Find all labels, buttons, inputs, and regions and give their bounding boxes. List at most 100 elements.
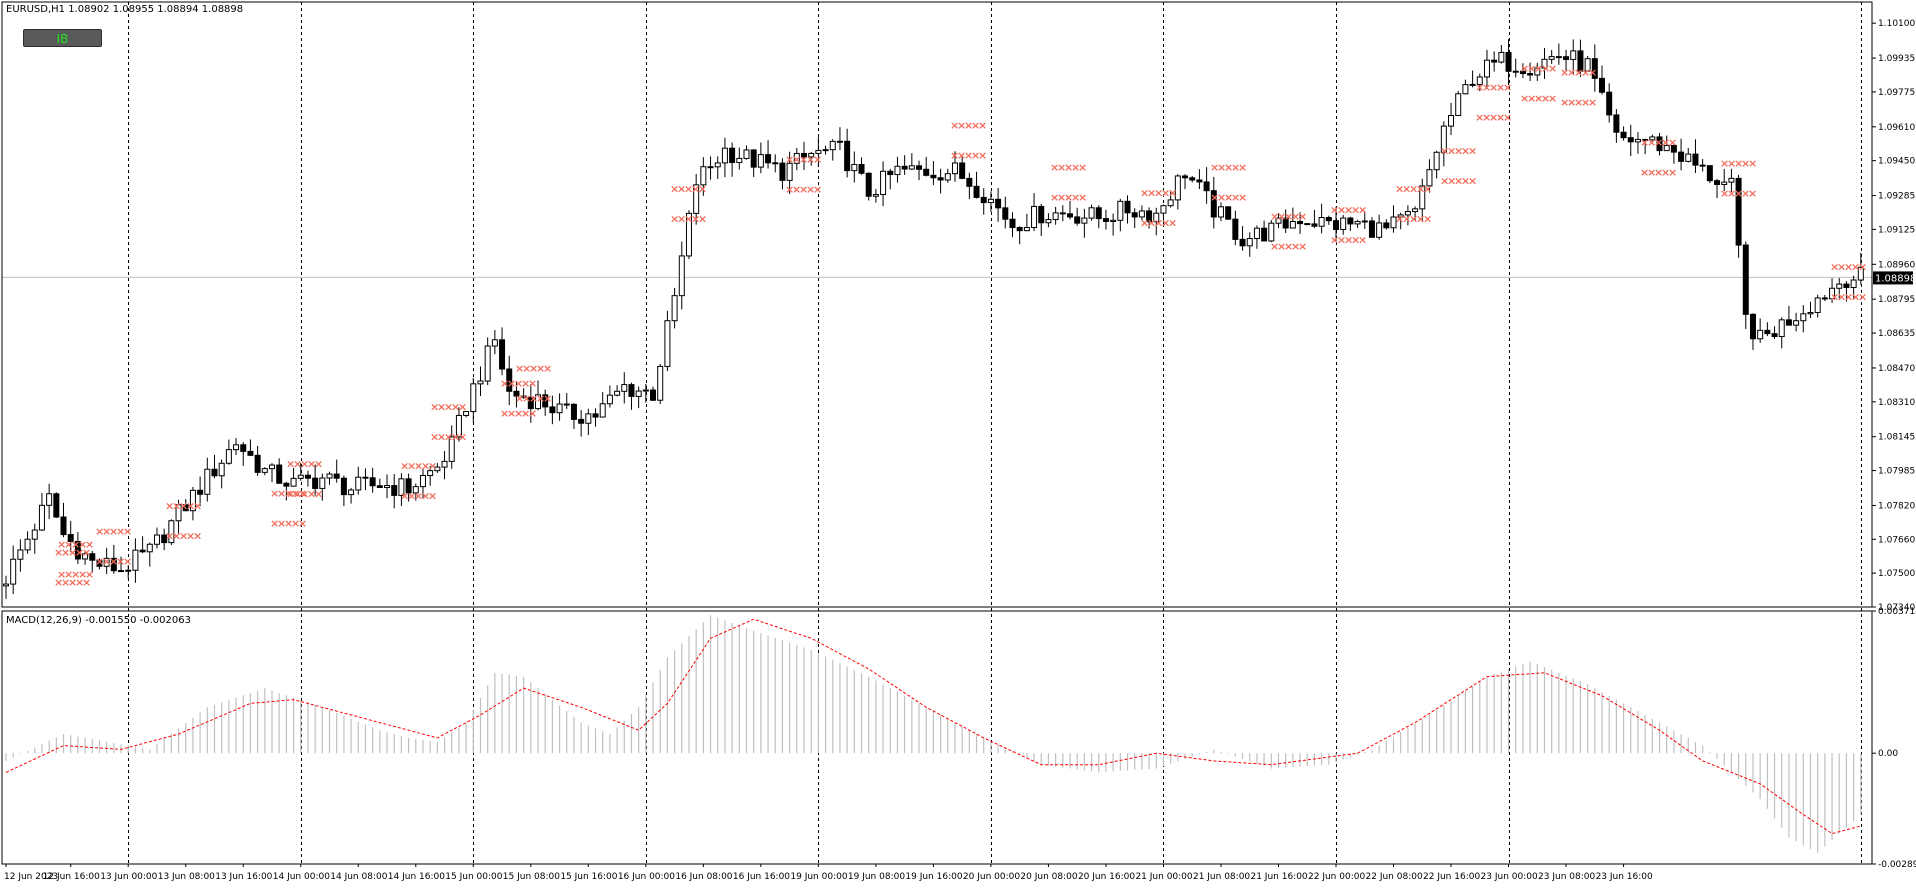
x-marker: × xyxy=(1071,191,1080,204)
x-marker: × xyxy=(1720,187,1729,200)
x-tick-label: 13 Jun 00:00 xyxy=(100,872,157,882)
candle-body xyxy=(1146,210,1153,223)
candle-body xyxy=(1440,125,1447,153)
candle-body xyxy=(24,538,31,551)
symbol-header: EURUSD,H1 1.08902 1.08955 1.08894 1.0889… xyxy=(6,4,243,15)
x-marker: × xyxy=(85,538,94,551)
x-marker: × xyxy=(1520,92,1529,105)
candle-body xyxy=(1757,329,1764,340)
candle-body xyxy=(614,390,621,396)
x-marker: × xyxy=(1298,210,1307,223)
candle-body xyxy=(671,295,678,322)
x-marker: × xyxy=(165,530,174,543)
candle-body xyxy=(1714,180,1721,185)
x-marker: × xyxy=(1395,212,1404,225)
x-marker: × xyxy=(1668,136,1677,149)
x-tick-label: 22 Jun 16:00 xyxy=(1423,872,1480,882)
x-marker: × xyxy=(451,400,460,413)
candle-body xyxy=(1289,220,1296,229)
candle-body xyxy=(218,462,225,477)
candle-body xyxy=(1455,93,1462,116)
x-marker: × xyxy=(1748,157,1757,170)
x-marker: × xyxy=(437,400,446,413)
candle-body xyxy=(1685,153,1692,162)
x-marker: × xyxy=(1574,96,1583,109)
candle-body xyxy=(621,384,628,392)
x-marker: × xyxy=(1475,81,1484,94)
candle-body xyxy=(1749,313,1756,340)
candle-body xyxy=(261,468,268,473)
candle-body xyxy=(880,170,887,196)
candle-body xyxy=(1160,205,1167,214)
candle-body xyxy=(513,390,520,397)
x-marker: × xyxy=(1064,161,1073,174)
candle-body xyxy=(46,493,53,506)
x-tick-label: 13 Jun 08:00 xyxy=(158,872,215,882)
x-marker: × xyxy=(1844,261,1853,274)
x-marker: × xyxy=(1351,204,1360,217)
x-marker: × xyxy=(1647,136,1656,149)
candle-body xyxy=(980,196,987,204)
x-tick-label: 22 Jun 00:00 xyxy=(1308,872,1365,882)
x-marker: × xyxy=(1050,191,1059,204)
x-marker: × xyxy=(1489,81,1498,94)
x-tick-label: 21 Jun 08:00 xyxy=(1193,872,1250,882)
x-marker: × xyxy=(1647,166,1656,179)
x-marker: × xyxy=(1496,111,1505,124)
axes-layer xyxy=(1,1,1876,867)
candle-body xyxy=(197,489,204,495)
x-marker: × xyxy=(1238,191,1247,204)
candle-body xyxy=(89,553,96,561)
candle-body xyxy=(650,389,657,401)
x-marker: × xyxy=(1423,182,1432,195)
x-marker: × xyxy=(270,487,279,500)
x-marker: × xyxy=(1520,62,1529,75)
candle-body xyxy=(1383,222,1390,229)
candle-body xyxy=(1210,190,1217,218)
x-marker: × xyxy=(123,555,132,568)
candle-body xyxy=(1692,153,1699,166)
candle-body xyxy=(1067,213,1073,218)
candle-body xyxy=(125,569,132,572)
candle-body xyxy=(1570,50,1577,60)
candle-body xyxy=(1476,76,1483,85)
y-price-tick-label: 1.09775 xyxy=(1878,88,1915,98)
candle-body xyxy=(419,474,426,488)
candle-body xyxy=(1670,144,1677,153)
ib-button[interactable]: IB xyxy=(23,29,102,47)
candle-body xyxy=(1167,199,1174,207)
x-marker: × xyxy=(291,517,300,530)
x-marker: × xyxy=(1468,144,1477,157)
candle-body xyxy=(549,406,556,414)
candle-body xyxy=(729,147,736,163)
candle-body xyxy=(312,477,319,489)
x-tick-label: 12 Jun 16:00 xyxy=(43,872,100,882)
candle-body xyxy=(1742,244,1749,315)
x-marker: × xyxy=(298,487,307,500)
x-marker: × xyxy=(1140,187,1149,200)
x-marker: × xyxy=(1284,210,1293,223)
candle-body xyxy=(74,540,81,560)
candle-body xyxy=(1800,313,1807,322)
candle-body xyxy=(96,559,103,567)
candle-body xyxy=(1102,218,1109,222)
x-tick-label: 20 Jun 08:00 xyxy=(1020,872,1077,882)
x-marker: × xyxy=(1567,66,1576,79)
y-macd-tick-label: -0.002893 xyxy=(1878,860,1916,870)
candle-body xyxy=(1843,283,1850,289)
candle-body xyxy=(1735,177,1742,246)
x-marker: × xyxy=(193,530,202,543)
x-marker: × xyxy=(421,490,430,503)
candle-body xyxy=(247,450,254,456)
x-marker: × xyxy=(1482,111,1491,124)
x-marker: × xyxy=(57,568,66,581)
x-marker: × xyxy=(1064,191,1073,204)
candle-body xyxy=(1663,144,1670,152)
candle-body xyxy=(1519,70,1526,75)
candle-body xyxy=(1462,84,1469,95)
candle-body xyxy=(930,174,937,179)
candle-body xyxy=(1620,131,1627,139)
x-marker: × xyxy=(528,377,537,390)
x-marker: × xyxy=(75,546,84,559)
candle-body xyxy=(1081,217,1088,224)
